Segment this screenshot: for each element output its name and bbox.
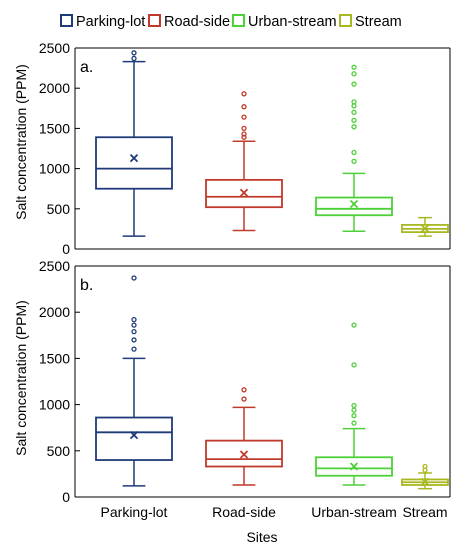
mean-marker-stroke — [349, 199, 359, 209]
legend-swatch-parking-lot — [60, 14, 73, 27]
box-a-road-side — [205, 91, 283, 232]
panel-label-b: b. — [80, 277, 93, 294]
legend-swatch-stream — [339, 14, 352, 27]
y-tick-label-b-2000: 2000 — [39, 304, 70, 320]
legend-entry-parking-lot: Parking-lot — [60, 14, 145, 30]
mean-marker-stroke — [129, 430, 139, 440]
legend-entry-stream: Stream — [339, 14, 402, 30]
outlier-point-a-road-side-4 — [241, 104, 247, 110]
outlier-point-b-urban-stream-4 — [351, 362, 357, 368]
mean-marker-a-urban-stream — [349, 199, 359, 209]
outlier-point-a-urban-stream-9 — [351, 64, 357, 70]
panel-b: 0 500 1000 1500 2000 2500 b. — [39, 258, 451, 505]
iqr-box-a-parking-lot — [95, 136, 173, 190]
outlier-point-b-parking-lot-3 — [131, 322, 137, 328]
x-tick-label-urban-stream: Urban-stream — [311, 504, 397, 520]
mean-marker-stroke — [239, 450, 249, 459]
y-axis-label-panel-a: Salt concentration (PPM) — [13, 64, 29, 220]
y-axis-label-panel-b: Salt concentration (PPM) — [13, 300, 29, 456]
mean-marker-b-parking-lot — [129, 430, 139, 440]
mean-marker-a-parking-lot — [129, 154, 139, 163]
mean-marker-a-road-side — [239, 188, 249, 197]
iqr-box-a-urban-stream — [315, 196, 393, 217]
mean-marker-stroke — [349, 462, 359, 471]
outlier-point-a-road-side-1 — [241, 131, 247, 137]
box-b-stream — [401, 463, 449, 490]
outlier-point-b-parking-lot-1 — [131, 337, 137, 343]
legend-swatch-urban-stream — [232, 14, 245, 27]
outlier-point-a-urban-stream-7 — [351, 81, 357, 87]
x-axis-category-labels: Parking-lot Road-side Urban-stream Stream — [101, 504, 448, 520]
x-tick-label-road-side: Road-side — [212, 504, 276, 520]
outlier-point-a-urban-stream-0 — [351, 158, 357, 165]
outlier-point-b-parking-lot-2 — [131, 328, 137, 335]
y-tick-label-b-1500: 1500 — [39, 350, 70, 366]
outlier-point-b-urban-stream-0 — [351, 420, 357, 426]
panel-label-a: a. — [80, 59, 93, 76]
panel-a: 0 500 1000 1500 2000 2500 a. — [39, 40, 451, 257]
box-b-urban-stream — [315, 322, 393, 486]
mean-marker-stroke — [129, 154, 139, 163]
outlier-point-a-urban-stream-3 — [351, 117, 357, 124]
outlier-point-b-urban-stream-5 — [351, 322, 357, 328]
x-tick-label-parking-lot: Parking-lot — [101, 504, 168, 520]
legend: Parking-lot Road-side Urban-stream Strea… — [60, 14, 402, 30]
legend-swatch-road-side — [148, 14, 161, 27]
mean-marker-b-urban-stream — [349, 462, 359, 471]
x-tick-label-stream: Stream — [402, 504, 447, 520]
outlier-point-b-urban-stream-2 — [351, 407, 357, 413]
box-b-parking-lot — [95, 275, 173, 487]
box-a-stream — [401, 216, 449, 237]
x-axis-label: Sites — [246, 529, 277, 545]
outlier-point-b-stream-1 — [422, 463, 428, 470]
y-tick-label-b-500: 500 — [47, 443, 71, 459]
y-tick-label-a-1000: 1000 — [39, 161, 70, 177]
y-tick-label-a-1500: 1500 — [39, 120, 70, 136]
outlier-point-a-urban-stream-4 — [351, 109, 357, 115]
mean-marker-b-road-side — [239, 450, 249, 459]
box-b-road-side — [205, 387, 283, 486]
outlier-point-b-road-side-0 — [241, 396, 247, 402]
outlier-point-a-urban-stream-1 — [351, 149, 357, 156]
legend-entry-road-side: Road-side — [148, 14, 230, 30]
outlier-point-a-parking-lot-1 — [131, 50, 137, 56]
outlier-point-a-parking-lot-0 — [131, 55, 137, 62]
legend-label-road-side: Road-side — [164, 14, 230, 30]
y-tick-label-b-2500: 2500 — [39, 258, 70, 274]
outlier-point-a-road-side-0 — [241, 134, 247, 140]
mean-marker-stroke — [239, 188, 249, 197]
iqr-box-b-parking-lot — [95, 416, 173, 461]
legend-label-stream: Stream — [355, 14, 402, 30]
mean-marker-stroke — [420, 477, 430, 486]
y-tick-label-a-2500: 2500 — [39, 40, 70, 56]
y-tick-label-a-500: 500 — [47, 201, 71, 217]
outlier-point-a-urban-stream-2 — [351, 124, 357, 130]
outlier-point-a-urban-stream-6 — [351, 99, 357, 105]
mean-marker-b-stream — [420, 477, 430, 486]
outlier-point-b-parking-lot-0 — [131, 346, 137, 352]
y-tick-label-b-1000: 1000 — [39, 397, 70, 413]
outlier-point-b-urban-stream-3 — [351, 402, 357, 409]
y-tick-label-a-0: 0 — [62, 241, 70, 257]
mean-marker-a-stream — [420, 224, 430, 233]
outlier-point-b-parking-lot-4 — [131, 316, 137, 323]
legend-entry-urban-stream: Urban-stream — [232, 14, 337, 30]
outlier-point-b-parking-lot-5 — [131, 275, 137, 281]
outlier-point-a-road-side-3 — [241, 114, 247, 120]
y-tick-label-a-2000: 2000 — [39, 80, 70, 96]
outlier-point-a-road-side-2 — [241, 125, 247, 132]
box-a-urban-stream — [315, 64, 393, 233]
outlier-point-b-road-side-1 — [241, 387, 247, 393]
legend-label-parking-lot: Parking-lot — [76, 14, 145, 30]
legend-label-urban-stream: Urban-stream — [248, 14, 337, 30]
outlier-point-a-urban-stream-8 — [351, 71, 357, 77]
iqr-box-a-road-side — [205, 178, 283, 209]
outlier-point-a-road-side-5 — [241, 91, 247, 97]
outlier-point-b-urban-stream-1 — [351, 413, 357, 419]
y-tick-label-b-0: 0 — [62, 489, 70, 505]
box-a-parking-lot — [95, 50, 173, 237]
mean-marker-stroke — [420, 224, 430, 233]
